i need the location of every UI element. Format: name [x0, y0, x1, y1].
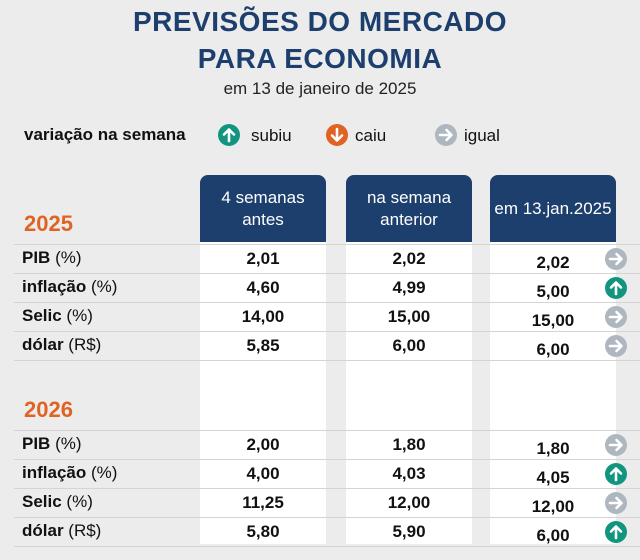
value-cell: 12,00 — [387, 493, 431, 512]
row-label: PIB (%) — [22, 434, 82, 453]
value-cell: 2,00 — [246, 435, 280, 454]
row-divider — [14, 517, 640, 518]
change-indicator — [605, 277, 627, 299]
title-line-1: PREVISÕES DO MERCADO — [132, 6, 508, 37]
arrow-right-icon — [605, 335, 627, 357]
row-divider — [14, 459, 640, 460]
value-cell: 2,01 — [246, 249, 280, 268]
value-cell: 5,90 — [392, 522, 426, 541]
arrow-up-icon — [218, 124, 240, 146]
value-cell: 2,02 — [536, 253, 570, 272]
column-header: na semana anterior — [346, 175, 472, 242]
value-cell: 15,00 — [531, 311, 575, 330]
arrow-right-icon — [605, 306, 627, 328]
column-header: 4 semanas antes — [200, 175, 326, 242]
value-cell: 5,85 — [246, 336, 280, 355]
change-indicator — [605, 306, 627, 328]
subtitle: em 13 de janeiro de 2025 — [223, 79, 417, 98]
row-divider — [14, 430, 640, 431]
legend-label: variação na semana — [24, 125, 186, 144]
arrow-up-icon — [605, 277, 627, 299]
value-cell: 1,80 — [536, 439, 570, 458]
column-background — [490, 242, 616, 544]
row-label: Selic (%) — [22, 492, 93, 511]
row-label: dólar (R$) — [22, 521, 102, 540]
arrow-right-icon — [605, 248, 627, 270]
title-line-2: PARA ECONOMIA — [197, 43, 443, 74]
year-heading: 2025 — [24, 211, 73, 236]
legend-subiu-label: subiu — [251, 126, 292, 145]
row-divider — [14, 360, 640, 361]
value-cell: 5,00 — [536, 282, 570, 301]
value-cell: 4,00 — [246, 464, 280, 483]
legend-subiu-icon — [218, 124, 240, 146]
change-indicator — [605, 463, 627, 485]
row-label: Selic (%) — [22, 306, 93, 325]
row-divider — [14, 331, 640, 332]
value-cell: 4,99 — [392, 278, 426, 297]
row-divider — [14, 273, 640, 274]
value-cell: 11,25 — [242, 493, 284, 512]
arrow-up-icon — [605, 521, 627, 543]
legend-caiu-icon — [326, 124, 348, 146]
change-indicator — [605, 335, 627, 357]
arrow-right-icon — [605, 492, 627, 514]
arrow-right-icon — [435, 124, 457, 146]
row-divider — [14, 244, 640, 245]
row-divider — [14, 302, 640, 303]
arrow-down-icon — [326, 124, 348, 146]
arrow-right-icon — [605, 434, 627, 456]
row-divider — [14, 488, 640, 489]
column-background — [346, 242, 472, 544]
value-cell: 4,60 — [246, 278, 280, 297]
value-cell: 12,00 — [531, 497, 575, 516]
column-header: em 13.jan.2025 — [490, 175, 616, 242]
legend-igual-label: igual — [464, 126, 500, 145]
value-cell: 6,00 — [536, 526, 570, 545]
value-cell: 2,02 — [392, 249, 426, 268]
value-cell: 15,00 — [387, 307, 431, 326]
row-label: inflação (%) — [22, 277, 118, 296]
legend-igual-icon — [435, 124, 457, 146]
change-indicator — [605, 248, 627, 270]
value-cell: 5,80 — [246, 522, 280, 541]
value-cell: 1,80 — [392, 435, 426, 454]
row-label: dólar (R$) — [22, 335, 102, 354]
row-label: inflação (%) — [22, 463, 118, 482]
legend-caiu-label: caiu — [355, 126, 387, 145]
value-cell: 14,00 — [241, 307, 285, 326]
value-cell: 4,05 — [536, 468, 570, 487]
column-background — [200, 242, 326, 544]
change-indicator — [605, 492, 627, 514]
change-indicator — [605, 521, 627, 543]
value-cell: 6,00 — [392, 336, 426, 355]
year-heading: 2026 — [24, 397, 73, 422]
value-cell: 4,03 — [392, 464, 426, 483]
change-indicator — [605, 434, 627, 456]
row-divider — [14, 546, 640, 547]
row-label: PIB (%) — [22, 248, 82, 267]
arrow-up-icon — [605, 463, 627, 485]
value-cell: 6,00 — [536, 340, 570, 359]
